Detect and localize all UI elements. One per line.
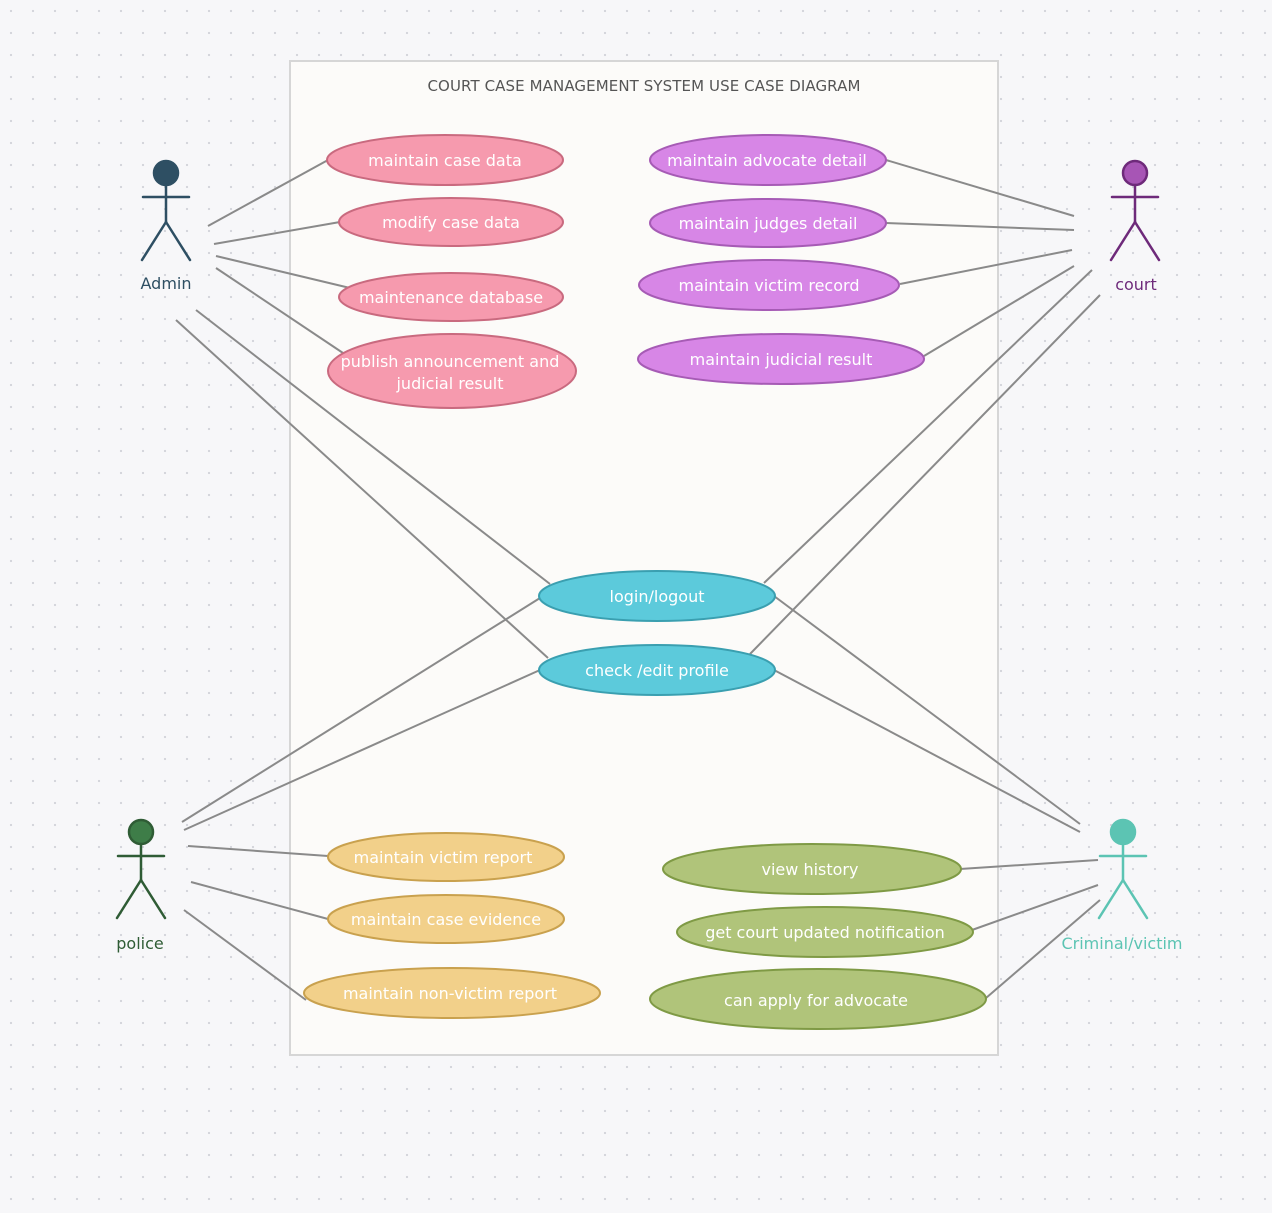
use-case-view-history[interactable]: view history xyxy=(662,843,962,895)
use-case-label: can apply for advocate xyxy=(724,991,908,1010)
use-case-label: maintain victim report xyxy=(354,848,533,867)
use-case-label: maintain judicial result xyxy=(690,350,873,369)
assoc-admin-login-logout[interactable] xyxy=(195,309,551,585)
use-case-label: maintenance database xyxy=(359,288,543,307)
assoc-police-login-logout[interactable] xyxy=(181,597,541,823)
use-case-maintenance-database[interactable]: maintenance database xyxy=(338,272,564,322)
actor-criminal-victim-label: Criminal/victim xyxy=(1061,934,1182,953)
use-case-label: maintain non-victim report xyxy=(343,984,557,1003)
assoc-admin-maintain-case-data[interactable] xyxy=(207,159,329,227)
use-case-check-edit-profile[interactable]: check /edit profile xyxy=(538,644,776,696)
assoc-police-maintain-victim-report[interactable] xyxy=(187,845,329,857)
use-case-shape xyxy=(649,198,887,248)
actor-criminal-victim[interactable]: Criminal/victim xyxy=(1061,818,1183,953)
use-case-label: get court updated notification xyxy=(705,923,945,942)
use-case-label: modify case data xyxy=(382,213,520,232)
use-case-maintain-victim-report[interactable]: maintain victim report xyxy=(327,832,565,882)
assoc-criminal-get-notification[interactable] xyxy=(971,884,1099,931)
use-case-shape xyxy=(327,894,565,944)
actor-admin[interactable]: Admin xyxy=(140,159,192,293)
assoc-criminal-check-edit-profile[interactable] xyxy=(773,669,1081,833)
assoc-police-maintain-non-victim-report[interactable] xyxy=(183,909,307,1001)
use-case-shape xyxy=(538,570,776,622)
diagram-title: COURT CASE MANAGEMENT SYSTEM USE CASE DI… xyxy=(427,77,860,95)
use-case-can-apply-for-advocate[interactable]: can apply for advocate xyxy=(649,968,987,1030)
use-case-shape xyxy=(327,333,577,409)
use-case-shape xyxy=(326,134,564,186)
use-case-maintain-victim-record[interactable]: maintain victim record xyxy=(638,259,900,311)
use-case-maintain-case-data[interactable]: maintain case data xyxy=(326,134,564,186)
use-case-shape xyxy=(303,967,601,1019)
use-case-label: maintain judges detail xyxy=(679,214,858,233)
use-case-label-line2: judicial result xyxy=(395,374,503,393)
actor-court[interactable]: court xyxy=(1109,159,1161,294)
assoc-admin-check-edit-profile[interactable] xyxy=(175,319,549,659)
use-case-label: login/logout xyxy=(610,587,705,606)
use-case-maintain-case-evidence[interactable]: maintain case evidence xyxy=(327,894,565,944)
assoc-court-maintain-advocate-detail[interactable] xyxy=(885,159,1075,217)
use-case-shape xyxy=(676,906,974,958)
assoc-court-check-edit-profile[interactable] xyxy=(749,294,1101,655)
associations xyxy=(175,159,1101,1001)
actor-police-label: police xyxy=(116,934,163,953)
use-case-maintain-judges-detail[interactable]: maintain judges detail xyxy=(649,198,887,248)
use-case-shape xyxy=(338,197,564,247)
actor-court-figure-icon xyxy=(1109,159,1161,262)
actor-criminal-victim-figure-icon xyxy=(1097,818,1149,920)
assoc-police-check-edit-profile[interactable] xyxy=(183,669,541,831)
use-case-maintain-judicial-result[interactable]: maintain judicial result xyxy=(637,333,925,385)
use-case-shape xyxy=(662,843,962,895)
assoc-admin-maintenance-database[interactable] xyxy=(215,255,351,289)
assoc-criminal-view-history[interactable] xyxy=(959,859,1099,870)
use-case-login-logout[interactable]: login/logout xyxy=(538,570,776,622)
use-case-shape xyxy=(637,333,925,385)
use-case-shape xyxy=(338,272,564,322)
assoc-court-maintain-judicial-result[interactable] xyxy=(923,265,1075,357)
actor-police[interactable]: police xyxy=(115,818,167,953)
use-case-shape xyxy=(327,832,565,882)
use-case-label: maintain advocate detail xyxy=(667,151,867,170)
use-case-publish-announcement[interactable]: publish announcement and judicial result xyxy=(327,333,577,409)
use-case-label-line1: publish announcement and xyxy=(341,352,560,371)
use-case-shape xyxy=(638,259,900,311)
assoc-police-maintain-case-evidence[interactable] xyxy=(190,881,329,920)
actor-police-figure-icon xyxy=(115,818,167,920)
use-case-maintain-non-victim-report[interactable]: maintain non-victim report xyxy=(303,967,601,1019)
use-case-shape xyxy=(649,968,987,1030)
use-case-shape xyxy=(538,644,776,696)
use-case-label: check /edit profile xyxy=(585,661,729,680)
use-case-maintain-advocate-detail[interactable]: maintain advocate detail xyxy=(649,134,887,186)
assoc-admin-modify-case-data[interactable] xyxy=(213,221,341,245)
use-case-label: maintain victim record xyxy=(679,276,860,295)
assoc-criminal-apply-advocate[interactable] xyxy=(985,899,1101,999)
actor-admin-figure-icon xyxy=(140,159,192,262)
assoc-admin-publish[interactable] xyxy=(215,267,344,354)
use-case-shape xyxy=(649,134,887,186)
use-case-modify-case-data[interactable]: modify case data xyxy=(338,197,564,247)
assoc-criminal-login-logout[interactable] xyxy=(773,595,1081,825)
use-case-label: maintain case evidence xyxy=(351,910,541,929)
actor-admin-label: Admin xyxy=(141,274,192,293)
use-case-label: maintain case data xyxy=(368,151,522,170)
use-case-label: view history xyxy=(762,860,859,879)
actor-court-label: court xyxy=(1115,275,1157,294)
use-case-get-court-updated-notification[interactable]: get court updated notification xyxy=(676,906,974,958)
assoc-court-login-logout[interactable] xyxy=(763,269,1093,584)
assoc-court-maintain-victim-record[interactable] xyxy=(899,249,1073,285)
assoc-court-maintain-judges-detail[interactable] xyxy=(885,222,1075,231)
